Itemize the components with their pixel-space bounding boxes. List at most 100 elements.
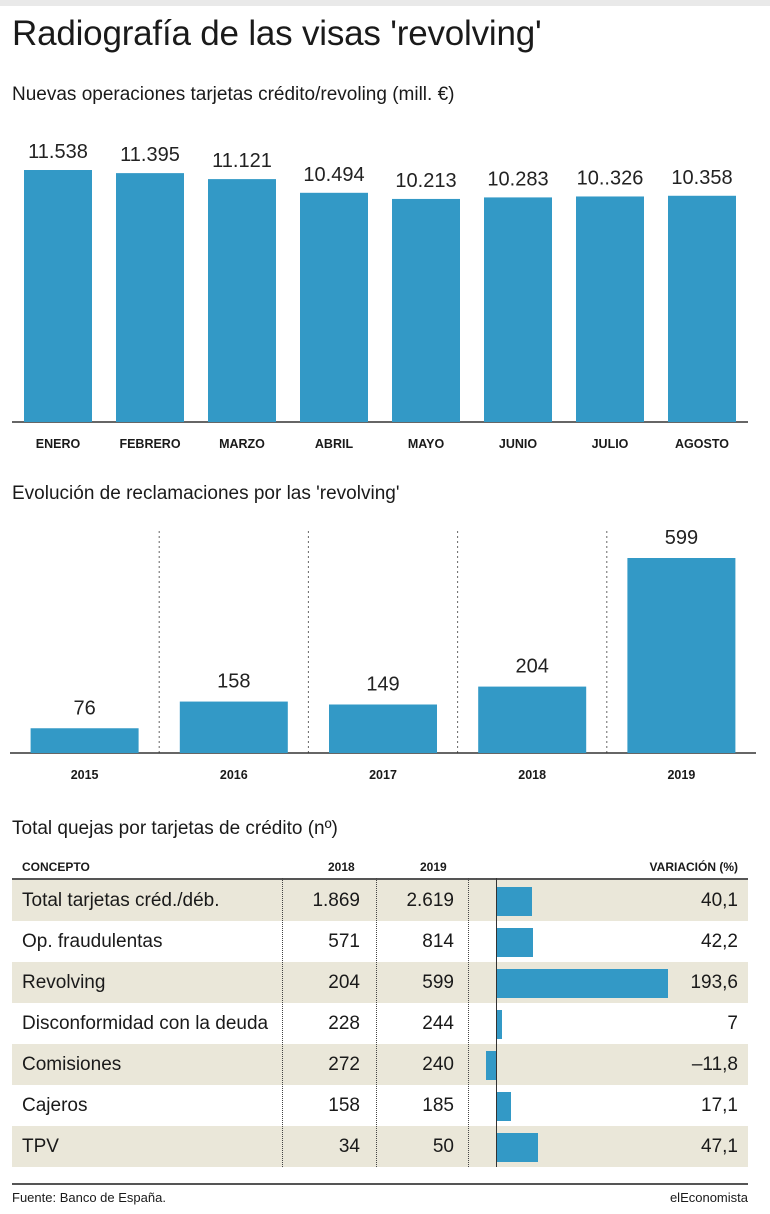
table-row: TPV 34 50 47,1 (12, 1126, 748, 1167)
data-label: 10.283 (487, 168, 548, 190)
data-label: 76 (73, 697, 95, 719)
row-value-2018: 158 (328, 1095, 360, 1116)
chart-operaciones: 11.538 ENERO 11.395 FEBRERO 11.121 MARZO 10.49… (12, 141, 748, 451)
table-row: Op. fraudulentas 571 814 42,2 (12, 921, 748, 962)
x-tick-label: ABRIL (315, 437, 354, 451)
header-2019: 2019 (420, 860, 447, 874)
row-value-2018: 1.869 (312, 890, 360, 911)
row-value-2018: 204 (328, 972, 360, 993)
chart-reclamaciones: 76 2015 158 2016 149 2017 204 2018 599 2019 (10, 527, 756, 782)
data-label: 10..326 (577, 167, 644, 189)
header-concepto: CONCEPTO (22, 860, 90, 874)
row-variacion: 40,1 (701, 890, 738, 911)
chart-title-reclamaciones: Evolución de reclamaciones por las 'revo… (12, 483, 400, 504)
row-concepto: Disconformidad con la deuda (22, 1013, 269, 1034)
data-label: 10.494 (303, 164, 364, 186)
variation-bar (496, 887, 532, 916)
data-label: 10.358 (671, 167, 732, 189)
data-label: 11.395 (120, 144, 180, 166)
row-variacion: –11,8 (691, 1054, 738, 1075)
bar (484, 197, 552, 422)
x-tick-label: JUNIO (499, 437, 537, 451)
table-bottom-rule (12, 1183, 748, 1185)
row-value-2018: 571 (328, 931, 360, 952)
data-label: 11.121 (212, 150, 272, 172)
x-tick-label: FEBRERO (119, 437, 180, 451)
row-value-2018: 228 (328, 1013, 360, 1034)
x-tick-label: ENERO (36, 437, 81, 451)
bar (627, 558, 736, 753)
row-variacion: 7 (727, 1013, 738, 1034)
x-tick-label: 2019 (667, 768, 695, 782)
header-variacion: VARIACIÓN (%) (649, 860, 738, 874)
x-tick-label: 2017 (369, 768, 397, 782)
complaints-table: Total tarjetas créd./déb. 1.869 2.619 40,1 O… (12, 878, 748, 1167)
column-divider (376, 878, 377, 1167)
x-tick-label: 2016 (220, 768, 248, 782)
bar (116, 173, 184, 422)
row-value-2019: 599 (422, 972, 454, 993)
x-tick-label: 2018 (518, 768, 546, 782)
row-concepto: Comisiones (22, 1054, 122, 1075)
row-value-2019: 50 (432, 1136, 454, 1157)
row-variacion: 42,2 (701, 931, 738, 952)
header-2018: 2018 (328, 860, 355, 874)
bar (478, 686, 587, 753)
x-tick-label: MARZO (219, 437, 265, 451)
row-variacion: 193,6 (690, 972, 738, 993)
bar (576, 196, 644, 422)
variation-zero-line (496, 878, 497, 1167)
x-tick-label: 2015 (71, 768, 99, 782)
variation-bar (496, 1092, 512, 1121)
data-label: 149 (366, 673, 399, 695)
table-row: Comisiones 272 240 –11,8 (12, 1044, 748, 1085)
column-divider (468, 878, 469, 1167)
x-tick-label: MAYO (408, 437, 445, 451)
table-row: Disconformidad con la deuda 228 244 7 (12, 1003, 748, 1044)
row-concepto: Op. fraudulentas (22, 931, 163, 952)
top-bar (0, 0, 770, 6)
table-row: Total tarjetas créd./déb. 1.869 2.619 40,1 (12, 880, 748, 921)
table-row: Cajeros 158 185 17,1 (12, 1085, 748, 1126)
row-value-2019: 185 (422, 1095, 454, 1116)
bar (668, 195, 736, 422)
variation-bar (496, 1010, 503, 1039)
page-title: Radiografía de las visas 'revolving' (12, 14, 542, 53)
data-label: 204 (516, 656, 549, 678)
row-value-2019: 240 (422, 1054, 454, 1075)
variation-bar (496, 969, 668, 998)
row-value-2019: 244 (422, 1013, 454, 1034)
row-variacion: 47,1 (701, 1136, 738, 1157)
row-concepto: Total tarjetas créd./déb. (22, 890, 220, 911)
bar (300, 192, 368, 422)
data-label: 11.538 (28, 141, 88, 163)
bar (208, 179, 276, 422)
row-variacion: 17,1 (701, 1095, 738, 1116)
row-concepto: TPV (22, 1136, 59, 1157)
row-concepto: Revolving (22, 972, 106, 993)
table-row: Revolving 204 599 193,6 (12, 962, 748, 1003)
column-divider (282, 878, 283, 1167)
x-tick-label: AGOSTO (675, 437, 729, 451)
row-value-2019: 2.619 (406, 890, 454, 911)
variation-bar (496, 928, 534, 957)
source-note: Fuente: Banco de España. (12, 1190, 166, 1205)
row-value-2018: 272 (328, 1054, 360, 1075)
data-label: 599 (665, 527, 698, 549)
bar (30, 728, 139, 753)
row-concepto: Cajeros (22, 1095, 88, 1116)
bar (179, 701, 288, 753)
bar (24, 170, 92, 422)
table-header: CONCEPTO 2018 2019 VARIACIÓN (%) (12, 858, 748, 878)
row-value-2019: 814 (422, 931, 454, 952)
variation-bar (496, 1133, 538, 1162)
bar (392, 198, 460, 422)
chart-title-operaciones: Nuevas operaciones tarjetas crédito/revo… (12, 84, 455, 105)
x-tick-label: JULIO (592, 437, 629, 451)
data-label: 10.213 (395, 170, 456, 192)
variation-bar (485, 1051, 496, 1080)
row-value-2018: 34 (338, 1136, 360, 1157)
data-label: 158 (217, 671, 250, 693)
bar (329, 704, 437, 753)
brand-logo-text: elEconomista (669, 1190, 748, 1205)
